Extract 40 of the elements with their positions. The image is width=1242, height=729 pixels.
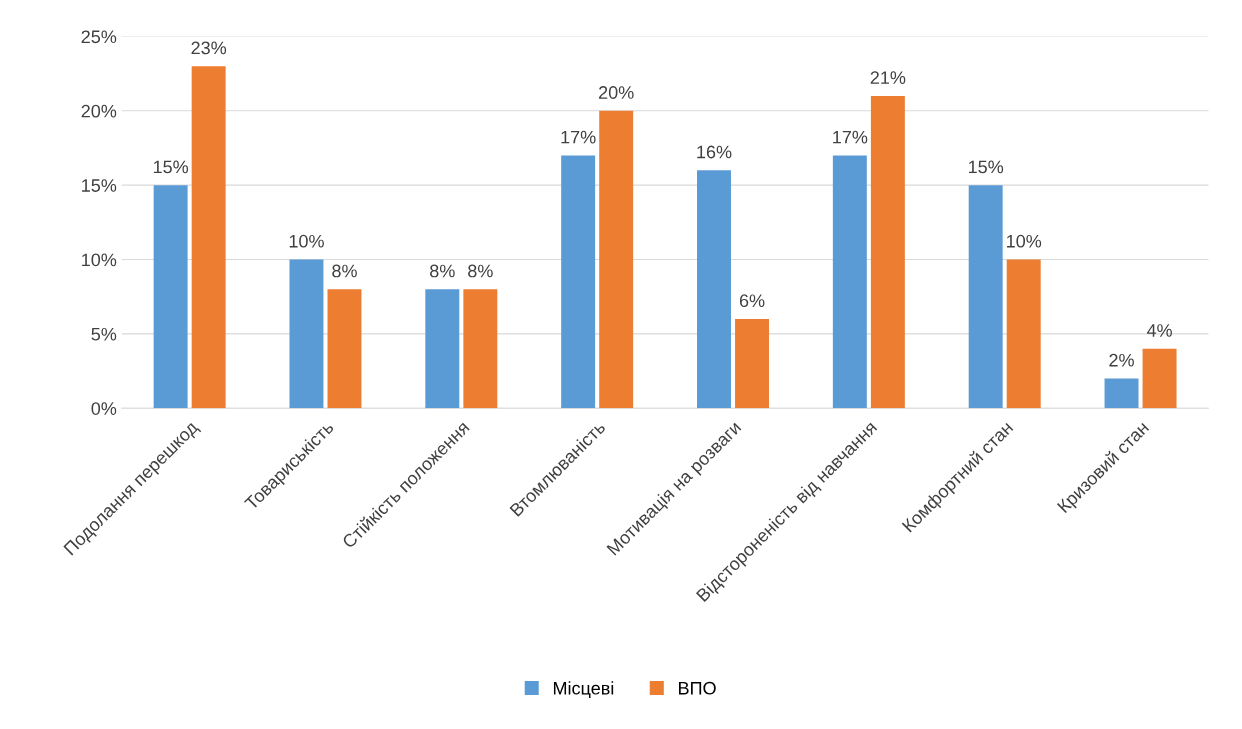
y-tick-label: 5% <box>91 327 117 341</box>
bar <box>425 289 460 409</box>
data-label: 23% <box>191 41 227 55</box>
y-tick-label: 10% <box>82 253 117 267</box>
bar <box>327 289 362 409</box>
bar <box>870 95 905 409</box>
bar <box>735 319 770 409</box>
bar <box>968 185 1003 409</box>
bar <box>1006 259 1041 409</box>
data-label: 8% <box>430 264 455 278</box>
bar <box>599 110 634 409</box>
data-label: 16% <box>697 145 732 159</box>
legend-label: ВПО <box>679 681 716 695</box>
bar <box>463 289 498 409</box>
data-label: 4% <box>1146 324 1172 337</box>
data-label: 17% <box>561 130 596 144</box>
data-label: 20% <box>599 86 634 99</box>
bar <box>697 170 731 409</box>
bar <box>561 155 596 409</box>
y-tick-label: 15% <box>82 179 117 192</box>
data-label: 21% <box>870 71 906 84</box>
bar <box>1142 348 1177 409</box>
y-tick-label: 25% <box>81 30 117 44</box>
bar <box>832 155 867 409</box>
data-label: 8% <box>332 264 357 278</box>
data-label: 10% <box>289 234 324 248</box>
y-tick-label: 0% <box>91 402 117 415</box>
data-label: 6% <box>739 294 765 308</box>
data-label: 8% <box>468 264 493 278</box>
y-tick-label: 20% <box>81 104 117 118</box>
data-label: 10% <box>1007 234 1042 248</box>
legend-label: Місцеві <box>553 681 614 699</box>
bar <box>289 259 324 409</box>
data-label: 15% <box>153 160 189 174</box>
bar <box>191 66 226 409</box>
data-label: 2% <box>1109 353 1134 367</box>
bar <box>1104 378 1139 409</box>
bar <box>153 185 188 409</box>
data-label: 17% <box>833 130 868 144</box>
data-label: 15% <box>968 160 1004 174</box>
